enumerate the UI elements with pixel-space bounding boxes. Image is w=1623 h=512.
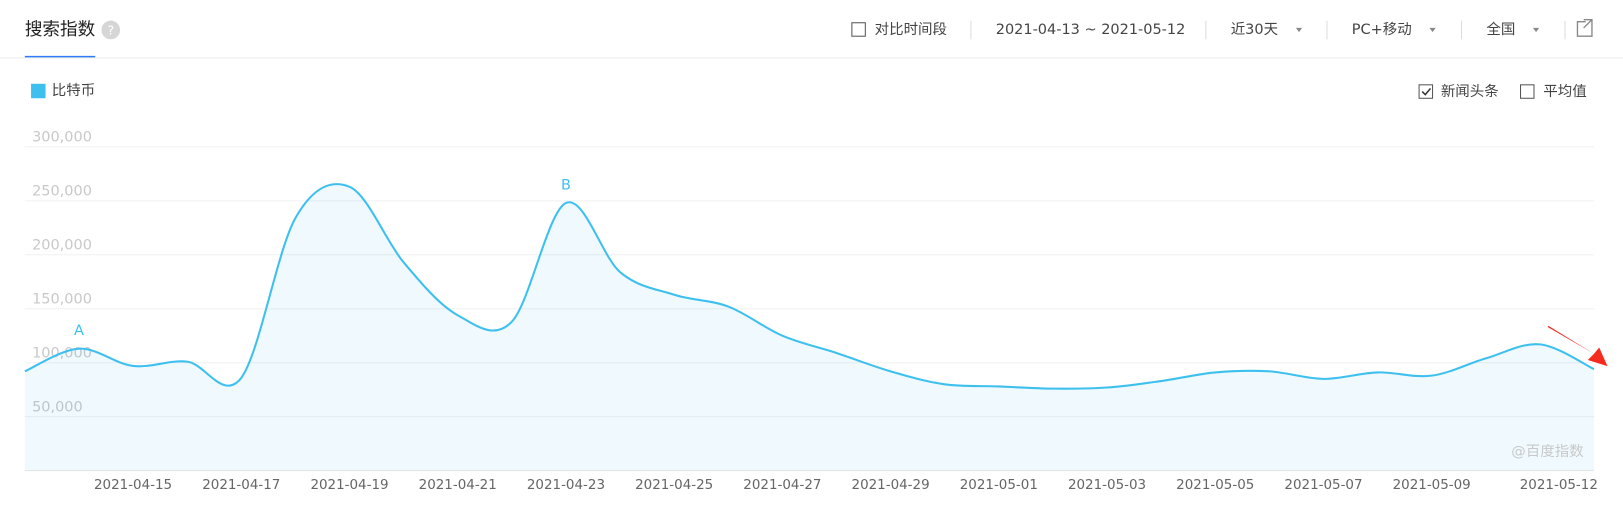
line xyxy=(24,183,1595,390)
x-tick-label: 2021-05-07 xyxy=(1284,478,1362,493)
x-tick-label: 2021-04-15 xyxy=(94,478,172,493)
x-tick-label: 2021-04-21 xyxy=(419,478,497,493)
x-tick-label: 2021-05-09 xyxy=(1393,478,1471,493)
x-tick-label: 2021-05-05 xyxy=(1176,478,1254,493)
area xyxy=(24,184,1595,471)
compare-label[interactable]: 对比时间段 xyxy=(875,21,947,38)
period-select[interactable]: 近30天 xyxy=(1231,21,1278,38)
y-tick-label: 250,000 xyxy=(32,184,92,200)
y-tick-label: 300,000 xyxy=(32,130,92,146)
x-tick-label: 2021-04-25 xyxy=(635,478,713,493)
date-range[interactable]: 2021-04-13 ~ 2021-05-12 xyxy=(996,22,1186,38)
legend-label[interactable]: 比特币 xyxy=(52,82,95,99)
device-select[interactable]: PC+移动 xyxy=(1352,21,1412,38)
help-icon[interactable] xyxy=(101,20,121,40)
caret xyxy=(1532,27,1540,33)
legend-swatch xyxy=(31,83,46,99)
check-mark xyxy=(1421,87,1432,96)
option-label[interactable]: 新闻头条 xyxy=(1441,83,1499,100)
x-tick-label: 2021-05-03 xyxy=(1068,478,1146,493)
page-title: 搜索指数 xyxy=(25,20,96,40)
x-tick-label: 2021-04-29 xyxy=(852,478,930,493)
x-tick-label: 2021-04-23 xyxy=(527,478,605,493)
x-tick-label: 2021-05-01 xyxy=(960,478,1038,493)
x-tick-label: 2021-04-17 xyxy=(202,478,280,493)
y-tick-label: 200,000 xyxy=(32,237,92,253)
point-label: A xyxy=(74,323,84,339)
point-label: B xyxy=(561,177,571,193)
compare-checkbox[interactable] xyxy=(851,22,866,37)
export-icon[interactable] xyxy=(1576,18,1593,37)
y-tick-label: 150,000 xyxy=(32,291,92,307)
x-tick-label: 2021-04-19 xyxy=(310,478,388,493)
arrow-annotation xyxy=(1547,325,1608,367)
x-tick-label: 2021-04-27 xyxy=(743,478,821,493)
option-label[interactable]: 平均值 xyxy=(1543,83,1586,100)
option-checkbox[interactable] xyxy=(1418,84,1434,99)
option-checkbox[interactable] xyxy=(1520,84,1535,99)
help-text: ? xyxy=(107,23,114,38)
region-select[interactable]: 全国 xyxy=(1486,20,1515,38)
caret xyxy=(1429,27,1436,33)
caret xyxy=(1295,27,1303,33)
watermark: @百度指数 xyxy=(1511,443,1584,460)
x-tick-label: 2021-05-12 xyxy=(1520,478,1598,493)
y-tick-label: 50,000 xyxy=(32,399,83,415)
